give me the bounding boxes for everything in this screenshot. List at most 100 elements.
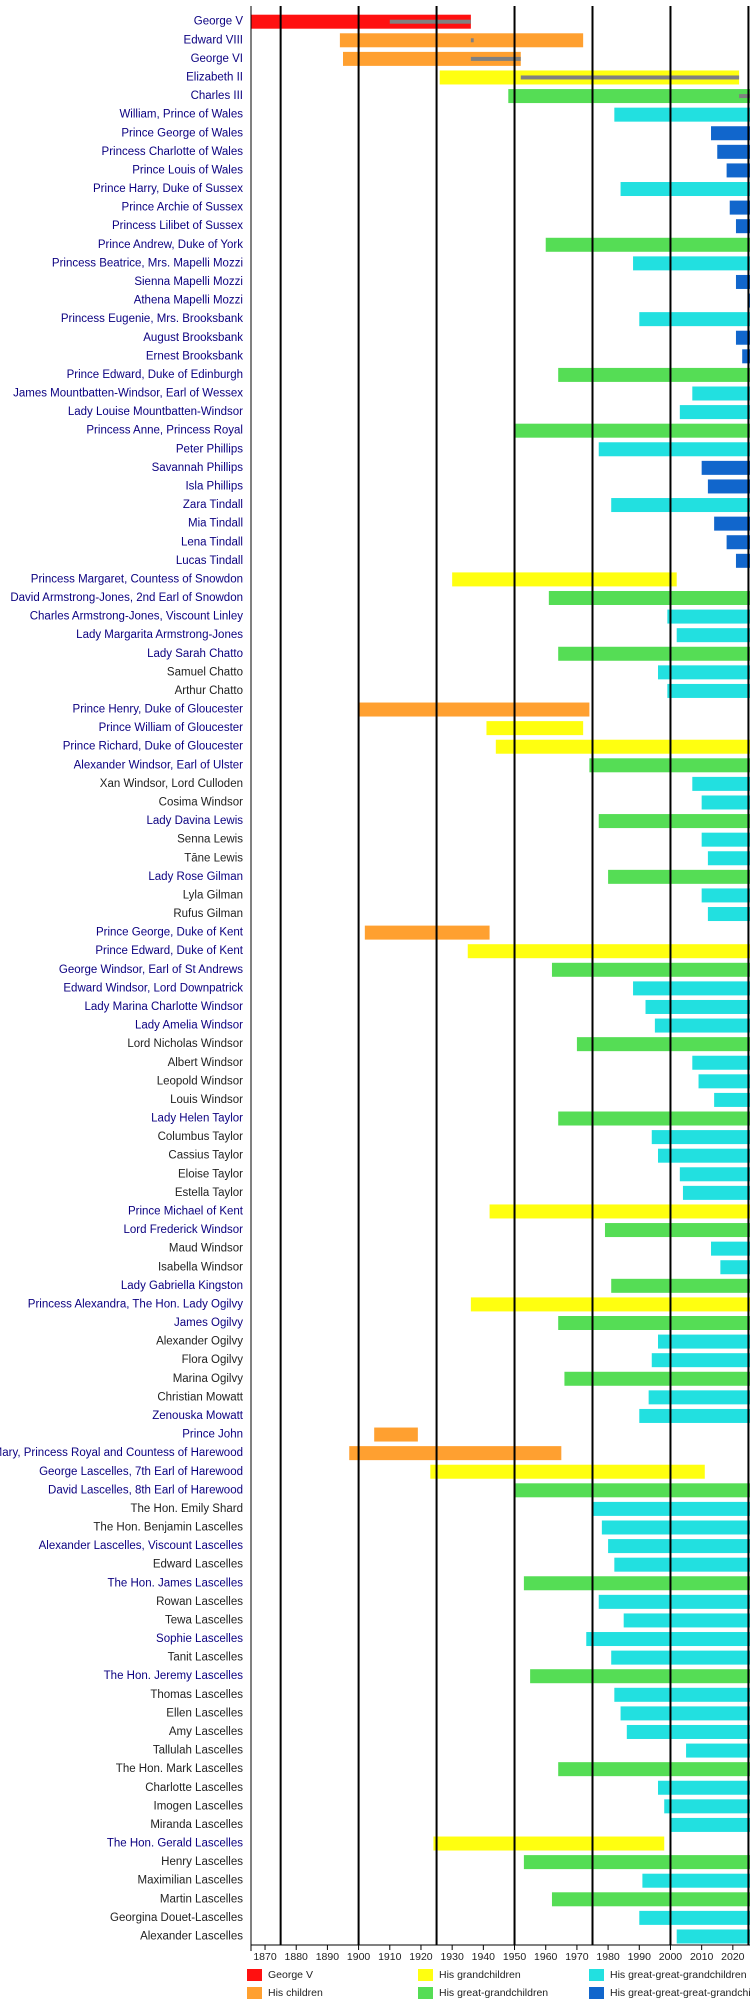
person-name[interactable]: Lady Amelia Windsor [135, 1020, 243, 1032]
person-name[interactable]: Princess Eugenie, Mrs. Brooksbank [61, 313, 243, 325]
person-name[interactable]: George Lascelles, 7th Earl of Harewood [39, 1466, 243, 1478]
person-name: Christian Mowatt [157, 1391, 243, 1403]
person-name[interactable]: Alexander Windsor, Earl of Ulster [74, 759, 244, 771]
person-name[interactable]: James Ogilvy [174, 1317, 243, 1329]
life-bar [735, 274, 750, 289]
person-name: Maximilian Lascelles [138, 1875, 244, 1887]
person-name[interactable]: Princess Lilibet of Sussex [112, 220, 243, 232]
person-name[interactable]: Prince John [182, 1429, 243, 1441]
person-name[interactable]: Zenouska Mowatt [152, 1410, 244, 1422]
legend-swatch [247, 1969, 262, 1981]
person-name[interactable]: Lord Frederick Windsor [123, 1224, 243, 1236]
x-tick-label: 1980 [596, 1951, 620, 1963]
x-tick-label: 1960 [534, 1951, 558, 1963]
person-name[interactable]: Princess Margaret, Countess of Snowdon [31, 573, 243, 585]
reign-bar [470, 38, 474, 43]
person-name[interactable]: Prince William of Gloucester [99, 722, 244, 734]
person-name[interactable]: Lady Gabriella Kingston [121, 1280, 243, 1292]
person-name[interactable]: Zara Tindall [183, 499, 243, 511]
person-name[interactable]: Lady Margarita Armstrong-Jones [76, 629, 243, 641]
person-name[interactable]: George Windsor, Earl of St Andrews [59, 964, 243, 976]
person-name[interactable]: Princess Charlotte of Wales [102, 146, 244, 158]
life-bar [530, 1669, 750, 1684]
person-name[interactable]: Elizabeth II [186, 72, 243, 84]
person-name: Tāne Lewis [184, 852, 243, 864]
person-name[interactable]: Lucas Tindall [176, 555, 243, 567]
person-name[interactable]: The Hon. Gerald Lascelles [107, 1838, 243, 1850]
life-bar [620, 182, 750, 197]
life-bar [614, 1687, 750, 1702]
person-name[interactable]: Edward VIII [184, 34, 243, 46]
row-labels: George V Edward VIII George VI Elizabeth II… [0, 16, 244, 1943]
person-name: Lyla Gilman [183, 889, 243, 901]
person-name[interactable]: Prince Edward, Duke of Kent [95, 945, 243, 957]
person-name[interactable]: Prince Louis of Wales [132, 164, 243, 176]
person-name[interactable]: Lady Sarah Chatto [147, 648, 243, 660]
person-name[interactable]: Princess Mary, Princess Royal and Counte… [0, 1447, 243, 1459]
person-name: Maud Windsor [169, 1243, 243, 1255]
person-name: Columbus Taylor [158, 1131, 244, 1143]
person-name: Georgina Douet-Lascelles [110, 1912, 243, 1924]
person-name[interactable]: Lady Rose Gilman [148, 871, 243, 883]
legend-label: His great-great-grandchildren [610, 1969, 747, 1981]
person-name[interactable]: Charles III [191, 90, 243, 102]
person-name[interactable]: Savannah Phillips [152, 462, 244, 474]
person-name[interactable]: August Brooksbank [143, 332, 243, 344]
person-name: Estella Taylor [175, 1187, 243, 1199]
person-name: Samuel Chatto [167, 666, 243, 678]
life-bar [626, 1724, 750, 1739]
person-name[interactable]: Prince Andrew, Duke of York [98, 239, 243, 251]
x-tick-label: 1920 [409, 1951, 433, 1963]
life-bar [720, 1260, 750, 1275]
person-name: Miranda Lascelles [150, 1819, 243, 1831]
person-name[interactable]: Prince Henry, Duke of Gloucester [73, 704, 244, 716]
person-name: Rufus Gilman [173, 908, 243, 920]
person-name[interactable]: Peter Phillips [176, 443, 243, 455]
life-bar [667, 609, 750, 624]
life-bar [729, 200, 750, 215]
person-name[interactable]: Lena Tindall [181, 536, 243, 548]
life-bar [735, 219, 750, 234]
person-name[interactable]: Lady Davina Lewis [146, 815, 243, 827]
person-name[interactable]: Sophie Lascelles [156, 1633, 243, 1645]
person-name[interactable]: The Hon. Jeremy Lascelles [104, 1670, 244, 1682]
person-name[interactable]: Princess Anne, Princess Royal [86, 425, 243, 437]
life-bar [374, 1427, 418, 1442]
person-name[interactable]: Prince Archie of Sussex [122, 202, 244, 214]
life-bar [598, 1594, 750, 1609]
person-name[interactable]: William, Prince of Wales [119, 109, 243, 121]
life-bar [623, 1613, 750, 1628]
person-name[interactable]: Athena Mapelli Mozzi [134, 295, 243, 307]
person-name[interactable]: Prince Michael of Kent [128, 1205, 244, 1217]
person-name[interactable]: George VI [191, 53, 243, 65]
person-name[interactable]: Alexander Lascelles, Viscount Lascelles [39, 1540, 244, 1552]
person-name[interactable]: Princess Beatrice, Mrs. Mapelli Mozzi [52, 257, 243, 269]
person-name[interactable]: James Mountbatten-Windsor, Earl of Wesse… [13, 388, 243, 400]
person-name[interactable]: David Lascelles, 8th Earl of Harewood [48, 1484, 243, 1496]
person-name[interactable]: Princess Alexandra, The Hon. Lady Ogilvy [28, 1298, 243, 1310]
person-name[interactable]: Lady Louise Mountbatten-Windsor [68, 406, 243, 418]
person-name[interactable]: David Armstrong-Jones, 2nd Earl of Snowd… [10, 592, 243, 604]
person-name[interactable]: Isla Phillips [185, 480, 243, 492]
person-name[interactable]: Prince George of Wales [121, 127, 243, 139]
person-name[interactable]: Edward Windsor, Lord Downpatrick [63, 982, 243, 994]
person-name[interactable]: Mia Tindall [188, 518, 243, 530]
life-bar [664, 1799, 750, 1814]
legend-swatch [247, 1987, 262, 1999]
person-name[interactable]: Lady Marina Charlotte Windsor [84, 1001, 243, 1013]
legend-swatch [418, 1987, 433, 1999]
person-name[interactable]: George V [194, 16, 244, 28]
person-name[interactable]: Prince Richard, Duke of Gloucester [63, 741, 243, 753]
person-name[interactable]: Prince Edward, Duke of Edinburgh [67, 369, 243, 381]
person-name[interactable]: Prince George, Duke of Kent [96, 927, 244, 939]
life-bar [651, 1130, 750, 1145]
person-name[interactable]: Charles Armstrong-Jones, Viscount Linley [30, 611, 244, 623]
life-bar [614, 107, 750, 122]
person-name[interactable]: Lady Helen Taylor [151, 1113, 243, 1125]
person-name[interactable]: Prince Harry, Duke of Sussex [93, 183, 243, 195]
life-bar [523, 1576, 750, 1591]
person-name[interactable]: Ernest Brooksbank [146, 350, 243, 362]
person-name: Thomas Lascelles [150, 1689, 243, 1701]
person-name[interactable]: The Hon. James Lascelles [107, 1577, 243, 1589]
person-name[interactable]: Sienna Mapelli Mozzi [134, 276, 243, 288]
